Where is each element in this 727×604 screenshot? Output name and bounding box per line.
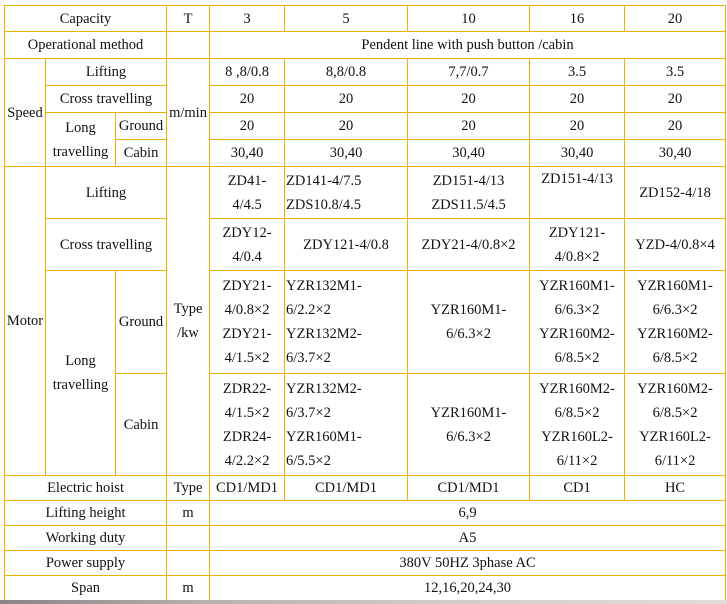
- row-hoist: Electric hoist Type CD1/MD1 CD1/MD1 CD1/…: [3, 475, 727, 501]
- row-motor-cross: Cross travelling ZDY12- 4/0.4 ZDY121-4/0…: [5, 218, 727, 271]
- capacity-label: Capacity: [3, 5, 168, 32]
- hoist-unit: Type: [166, 475, 211, 501]
- cell: 30,40: [624, 139, 727, 167]
- row-motor-long-ground: Long travelling Ground ZDY21- 4/0.8×2 ZD…: [5, 270, 727, 476]
- cell: YZR160M1- 6/6.3×2 YZR160M2- 6/8.5×2: [624, 270, 727, 374]
- speed-long-label: Long travelling: [45, 112, 116, 167]
- cell: 3.5: [529, 58, 626, 86]
- cell: ZDY21- 4/0.8×2 ZDY21- 4/1.5×2: [209, 270, 286, 374]
- lifting-height-value: 6,9: [209, 500, 727, 526]
- hoist-label: Electric hoist: [3, 475, 168, 501]
- capacity-unit: T: [166, 5, 211, 32]
- cell: CD1/MD1: [407, 475, 531, 501]
- row-operational: Operational method Pendent line with pus…: [3, 31, 727, 59]
- cell: 20: [529, 85, 626, 113]
- cell: ZD152-4/18: [624, 166, 727, 219]
- cell: YZR160M1- 6/6.3×2: [407, 373, 531, 476]
- cell: YZR132M2- 6/3.7×2 YZR160M1- 6/5.5×2: [284, 373, 409, 476]
- cell: 8,8/0.8: [284, 58, 409, 86]
- motor-label: Motor: [4, 166, 46, 476]
- row-span: Span m 12,16,20,24,30: [3, 575, 727, 601]
- cell: 30,40: [284, 139, 409, 167]
- cell: YZR132M1- 6/2.2×2 YZR132M2- 6/3.7×2: [284, 270, 409, 374]
- cell: 30,40: [209, 139, 286, 167]
- empty-cell: [166, 550, 211, 576]
- lifting-height-label: Lifting height: [3, 500, 168, 526]
- cell: ZDY21-4/0.8×2: [407, 218, 531, 271]
- cell: ZDR22- 4/1.5×2 ZDR24- 4/2.2×2: [209, 373, 286, 476]
- cell: 8 ,8/0.8: [209, 58, 286, 86]
- cell: ZD41- 4/4.5: [209, 166, 286, 219]
- row-working-duty: Working duty A5: [3, 525, 727, 551]
- cell: ZD151-4/13 ZDS11.5/4.5: [407, 166, 531, 219]
- operational-value: Pendent line with push button /cabin: [209, 31, 727, 59]
- cell: 16: [529, 5, 626, 32]
- speed-cabin-label: Cabin: [114, 139, 168, 167]
- background-image-strip: [0, 600, 727, 604]
- power-label: Power supply: [3, 550, 168, 576]
- span-label: Span: [3, 575, 168, 601]
- power-value: 380V 50HZ 3phase AC: [209, 550, 727, 576]
- cell: 20: [407, 112, 531, 140]
- row-speed-long-cabin: Cabin 30,40 30,40 30,40 30,40 30,40: [5, 139, 727, 167]
- cell: YZR160M1- 6/6.3×2: [407, 270, 531, 374]
- row-capacity: Capacity T 3 5 10 16 20: [3, 5, 727, 32]
- operational-label: Operational method: [3, 31, 168, 59]
- cell: ZDY12- 4/0.4: [209, 218, 286, 271]
- row-power: Power supply 380V 50HZ 3phase AC: [3, 550, 727, 576]
- row-speed-lifting: Speed Lifting m/min 8 ,8/0.8 8,8/0.8 7,7…: [4, 58, 727, 167]
- cell: ZD141-4/7.5 ZDS10.8/4.5: [284, 166, 409, 219]
- cell: 20: [624, 112, 727, 140]
- motor-unit: Type /kw: [166, 166, 211, 476]
- cell: 20: [624, 85, 727, 113]
- cell: CD1/MD1: [284, 475, 409, 501]
- cell: 10: [407, 5, 531, 32]
- cell: 20: [284, 85, 409, 113]
- cell: ZDY121-4/0.8: [284, 218, 409, 271]
- cell: 20: [624, 5, 727, 32]
- speed-cross-label: Cross travelling: [44, 85, 168, 113]
- cell: YZR160M2- 6/8.5×2 YZR160L2- 6/11×2: [624, 373, 727, 476]
- working-duty-value: A5: [209, 525, 727, 551]
- cell: 3: [209, 5, 286, 32]
- cell: YZD-4/0.8×4: [624, 218, 727, 271]
- span-value: 12,16,20,24,30: [209, 575, 727, 601]
- cell: 5: [284, 5, 409, 32]
- cell: ZDY121- 4/0.8×2: [529, 218, 626, 271]
- row-motor-lifting: Motor Lifting Type /kw ZD41- 4/4.5 ZD141…: [4, 166, 727, 476]
- motor-cross-label: Cross travelling: [44, 218, 168, 271]
- cell: HC: [624, 475, 727, 501]
- cell: YZR160M2- 6/8.5×2 YZR160L2- 6/11×2: [529, 373, 626, 476]
- row-speed-long-ground: Long travelling Ground 20 20 20 20 20: [5, 112, 727, 167]
- cell: 20: [529, 112, 626, 140]
- speed-label: Speed: [4, 58, 46, 167]
- cell: CD1: [529, 475, 626, 501]
- empty-cell: [166, 525, 211, 551]
- spec-table: Capacity T 3 5 10 16 20 Operational meth…: [3, 5, 727, 601]
- cell: 30,40: [529, 139, 626, 167]
- motor-lifting-label: Lifting: [44, 166, 168, 219]
- cell: 20: [209, 112, 286, 140]
- working-duty-label: Working duty: [3, 525, 168, 551]
- cell: 3.5: [624, 58, 727, 86]
- cell: ZD151-4/13: [529, 166, 626, 219]
- cell: 7,7/0.7: [407, 58, 531, 86]
- motor-long-label: Long travelling: [45, 270, 116, 476]
- speed-lifting-label: Lifting: [44, 58, 168, 86]
- lifting-height-unit: m: [166, 500, 211, 526]
- speed-unit: m/min: [166, 58, 211, 167]
- motor-ground-label: Ground: [114, 270, 168, 374]
- motor-cabin-label: Cabin: [114, 373, 168, 476]
- row-lifting-height: Lifting height m 6,9: [3, 500, 727, 526]
- cell: 20: [209, 85, 286, 113]
- cell: CD1/MD1: [209, 475, 286, 501]
- speed-ground-label: Ground: [114, 112, 168, 140]
- cell: 20: [284, 112, 409, 140]
- cell: 30,40: [407, 139, 531, 167]
- cell: YZR160M1- 6/6.3×2 YZR160M2- 6/8.5×2: [529, 270, 626, 374]
- row-speed-cross: Cross travelling 20 20 20 20 20: [5, 85, 727, 113]
- cell: 20: [407, 85, 531, 113]
- empty-cell: [166, 31, 211, 59]
- span-unit: m: [166, 575, 211, 601]
